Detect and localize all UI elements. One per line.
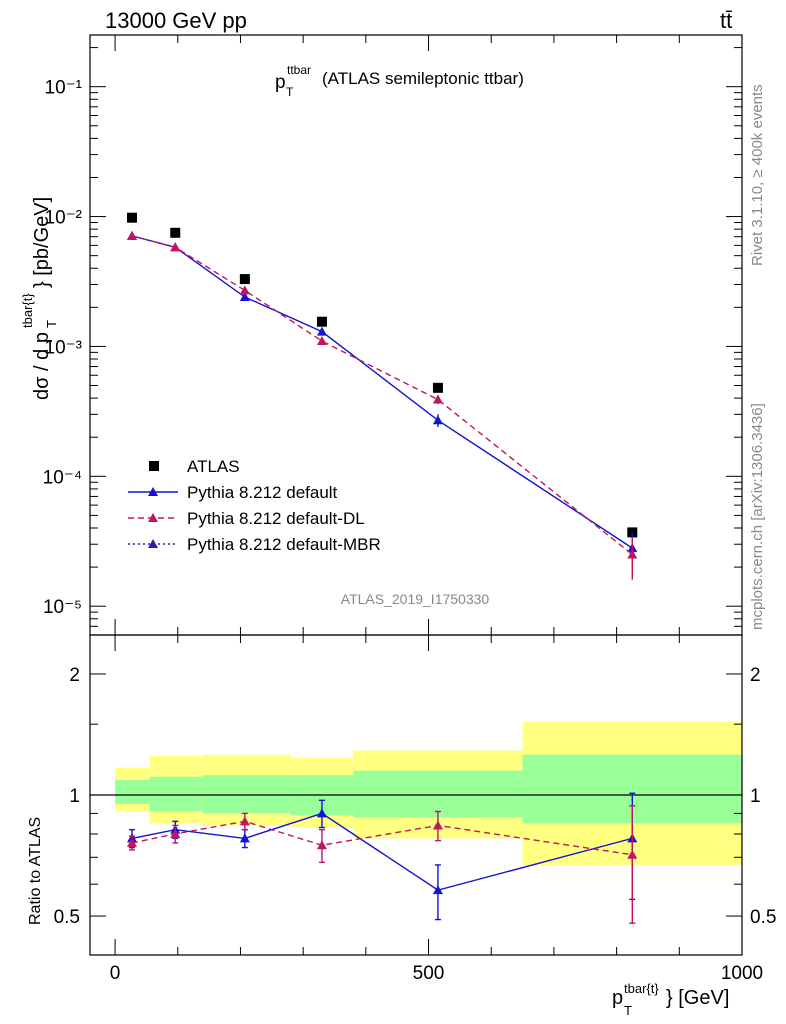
atlas-data-point: [127, 212, 138, 223]
legend-label: ATLAS: [187, 457, 240, 476]
mcplots-label: mcplots.cern.ch [arXiv:1306.3436]: [749, 403, 766, 630]
ratio-x-tick-label: 1000: [721, 963, 763, 984]
ratio-marker: [627, 849, 638, 859]
ratio-axes: 0 500 1000 0.5 0.5 1 1 2 2: [54, 635, 776, 984]
ratio-marker: [316, 808, 327, 818]
series-marker: [432, 415, 443, 425]
ylabel-subscript: T: [44, 320, 59, 328]
legend-atlas-marker: [149, 461, 159, 471]
legend-marker: [148, 487, 158, 496]
energy-label: 13000 GeV pp: [105, 8, 247, 33]
ratio-frame: [89, 634, 743, 956]
ratio-marker: [432, 820, 443, 830]
main-axes: 10⁻⁵ 10⁻⁴ 10⁻³ 10⁻² 10⁻¹: [43, 35, 743, 636]
rivet-version-label: Rivet 3.1.10, ≥ 400k events: [749, 84, 766, 266]
ratio-x-axis-label: p T tbar{t} } [GeV]: [612, 981, 729, 1018]
inner-uncertainty-band: [202, 775, 291, 814]
xlabel-subscript: T: [624, 1003, 632, 1018]
ratio-marker: [239, 816, 250, 826]
atlas-data-point: [170, 227, 181, 238]
ratio-marker: [239, 833, 250, 843]
title-text: (ATLAS semileptonic ttbar): [322, 69, 524, 88]
ylabel-superscript: tbar{t}: [20, 293, 35, 328]
ratio-y-tick-label-right: 0.5: [750, 907, 776, 928]
ratio-x-tick-label: 0: [110, 963, 121, 984]
atlas-data-point: [239, 274, 250, 285]
ratio-y-tick-label-right: 1: [750, 786, 761, 807]
legend-label: Pythia 8.212 default-MBR: [187, 535, 381, 554]
main-y-tick-label: 10⁻¹: [45, 78, 83, 99]
atlas-data-point: [316, 316, 327, 327]
series-marker: [316, 326, 327, 336]
ratio-series-line-1: [131, 820, 633, 856]
legend-label: Pythia 8.212 default: [187, 483, 338, 502]
ratio-marker: [432, 885, 443, 895]
legend: ATLAS Pythia 8.212 default Pythia 8.212 de…: [128, 457, 381, 554]
ratio-marker: [316, 840, 327, 850]
series-marker: [316, 336, 327, 346]
ratio-marker: [127, 837, 138, 847]
ratio-uncertainty-bands: [90, 721, 742, 865]
main-title: p T ttbar (ATLAS semileptonic ttbar): [275, 63, 524, 99]
inner-uncertainty-band: [353, 770, 523, 818]
xlabel-p: p: [612, 987, 623, 1009]
legend-label: Pythia 8.212 default-DL: [187, 509, 365, 528]
main-y-tick-label: 10⁻⁴: [43, 467, 82, 488]
xlabel-superscript: tbar{t}: [624, 981, 659, 996]
ylabel-dsigma: dσ / d p: [31, 332, 53, 400]
series-marker: [127, 230, 138, 240]
ratio-y-tick-label: 1: [69, 786, 80, 807]
atlas-data-point: [432, 382, 443, 393]
ratio-y-tick-label-right: 2: [750, 665, 761, 686]
series-marker: [239, 292, 250, 302]
ylabel-units: } [pb/GeV]: [31, 197, 53, 288]
series-line-2: [131, 235, 633, 556]
ratio-y-tick-label: 2: [69, 665, 80, 686]
inner-uncertainty-band: [149, 776, 203, 812]
legend-marker: [148, 513, 158, 522]
inner-uncertainty-band: [115, 779, 150, 804]
title-p: p: [275, 72, 286, 93]
legend-marker: [148, 539, 158, 548]
series-line-1: [131, 235, 633, 549]
main-y-axis-label: dσ / d p T tbar{t} } [pb/GeV]: [20, 197, 59, 400]
process-label: tt̄: [720, 8, 732, 33]
ratio-y-tick-label: 0.5: [54, 907, 80, 928]
analysis-watermark: ATLAS_2019_I1750330: [341, 591, 490, 607]
ratio-data-marks: [127, 792, 638, 924]
ratio-marker: [170, 828, 181, 838]
title-subscript: T: [286, 85, 294, 99]
ratio-y-axis-label: Ratio to ATLAS: [27, 817, 44, 925]
series-marker: [239, 285, 250, 295]
main-y-tick-label: 10⁻⁵: [43, 597, 82, 618]
xlabel-units: } [GeV]: [666, 987, 729, 1009]
title-superscript: ttbar: [287, 63, 311, 77]
ratio-series-line-0: [131, 812, 633, 891]
main-data-marks: [127, 212, 638, 580]
series-marker: [432, 394, 443, 404]
ratio-ylabel: Ratio to ATLAS: [27, 817, 44, 925]
ratio-x-tick-label: 500: [413, 963, 445, 984]
series-marker: [170, 242, 181, 252]
series-marker: [627, 549, 638, 559]
main-y-tick-label: 10⁻³: [45, 337, 83, 358]
main-y-tick-label: 10⁻²: [45, 208, 83, 229]
